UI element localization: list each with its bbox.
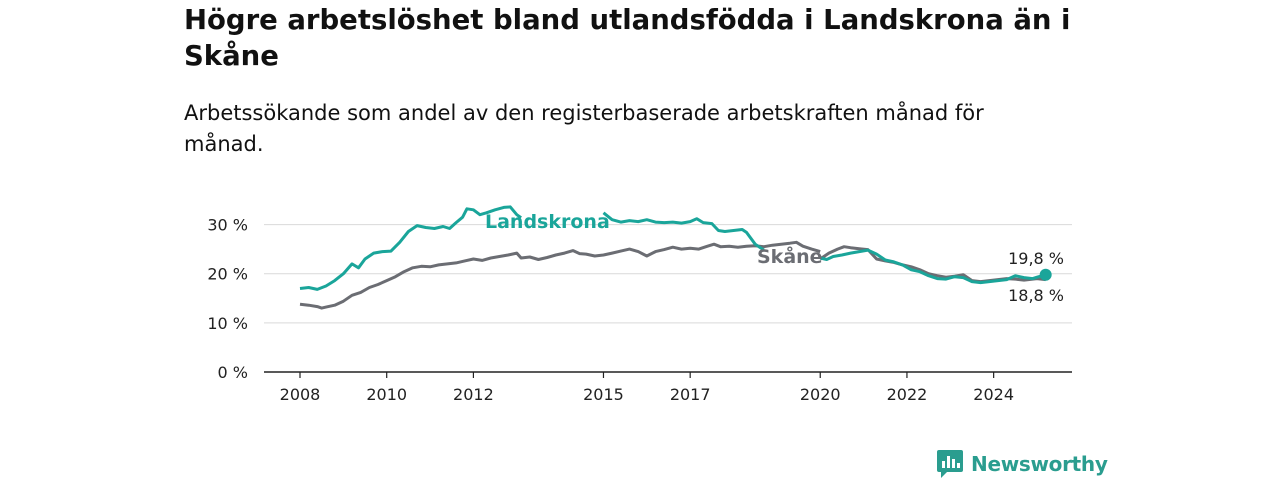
y-tick-label: 0 % <box>218 363 248 382</box>
x-tick-label: 2020 <box>800 385 841 404</box>
line-chart: 0 % 10 % 20 % 30 % 2008 2010 2012 2015 2017 2020 2… <box>207 205 1072 404</box>
brand-name: Newsworthy <box>971 452 1108 476</box>
chart-subtitle: Arbetssökande som andel av den registerb… <box>184 101 984 156</box>
end-marker-landskrona <box>1039 268 1052 281</box>
newsworthy-logo: Newsworthy <box>937 448 1108 480</box>
chart-title: Högre arbetslöshet bland utlandsfödda i … <box>184 4 1071 72</box>
x-tick-label: 2022 <box>887 385 928 404</box>
series-label-landskrona: Landskrona <box>485 211 610 233</box>
x-tick-label: 2012 <box>453 385 494 404</box>
series-line-skane <box>299 240 1046 310</box>
end-label-landskrona: 19,8 % <box>1008 249 1064 268</box>
x-tick-label: 2017 <box>670 385 711 404</box>
y-tick-label: 30 % <box>207 216 248 235</box>
end-label-skane: 18,8 % <box>1008 286 1064 305</box>
x-tick-label: 2008 <box>280 385 321 404</box>
y-tick-label: 20 % <box>207 265 248 284</box>
x-tick-label: 2010 <box>366 385 407 404</box>
series-label-skane: Skåne <box>757 244 823 268</box>
x-tick-label: 2015 <box>583 385 624 404</box>
series-line-landskrona <box>299 205 1047 291</box>
y-tick-label: 10 % <box>207 314 248 333</box>
newsworthy-logo-icon <box>937 450 963 478</box>
x-tick-label: 2024 <box>973 385 1014 404</box>
